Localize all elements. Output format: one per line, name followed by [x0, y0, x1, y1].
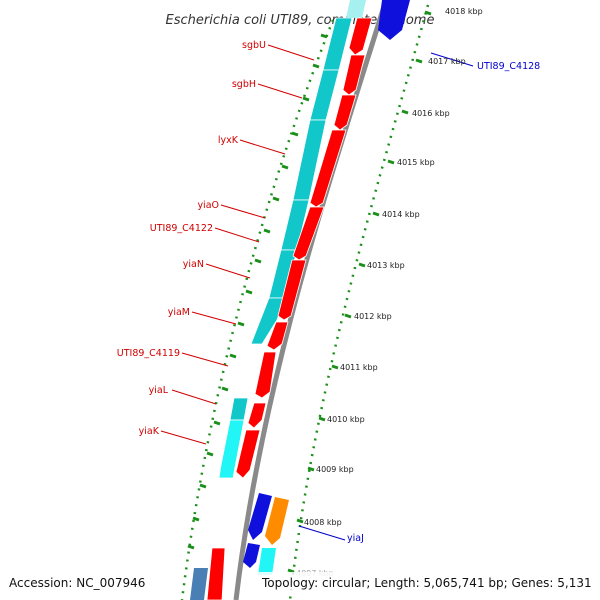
- feature-cyan-top[interactable]: [346, 0, 366, 18]
- footer-backdrop-right: [258, 572, 596, 592]
- gene-label-yiaO[interactable]: yiaO: [197, 200, 219, 211]
- feature-cyan-bottom[interactable]: [258, 548, 276, 575]
- genome-summary-text: Topology: circular; Length: 5,065,741 bp…: [261, 576, 592, 590]
- feature-red-3[interactable]: [333, 94, 357, 131]
- gene-label-UTI89_C4122[interactable]: UTI89_C4122: [150, 223, 213, 234]
- feature-red-1[interactable]: [348, 17, 373, 56]
- genome-backbone: [233, 0, 389, 600]
- kbp-label-4010: 4010 kbp: [327, 415, 365, 424]
- footer-backdrop-left: [4, 572, 152, 592]
- kbp-label-4011: 4011 kbp: [340, 363, 378, 372]
- kbp-label-4013: 4013 kbp: [367, 261, 405, 270]
- feature-blue-lower-2[interactable]: [243, 543, 260, 568]
- feature-yiaL[interactable]: [229, 397, 249, 421]
- left-label-connectors: [160, 44, 315, 445]
- feature-red-7[interactable]: [266, 321, 289, 351]
- left-major-ticks: [187, 33, 328, 550]
- forward-strand-features: [206, 0, 410, 600]
- kbp-label-4014: 4014 kbp: [382, 210, 420, 219]
- feature-red-2[interactable]: [342, 54, 366, 96]
- feature-steelblue[interactable]: [190, 568, 208, 600]
- right-gene-labels: UTI89_C4128 yiaJ: [347, 61, 540, 544]
- gene-label-yiaL[interactable]: yiaL: [149, 385, 169, 396]
- feature-red-10[interactable]: [235, 429, 261, 479]
- reverse-strand-features: [190, 0, 366, 600]
- feature-red-6[interactable]: [277, 259, 307, 321]
- gene-label-yiaJ[interactable]: yiaJ: [347, 533, 364, 544]
- gene-label-sgbH[interactable]: sgbH: [232, 79, 256, 90]
- feature-red-5[interactable]: [292, 206, 325, 261]
- feature-yiaK[interactable]: [218, 419, 245, 479]
- kbp-label-4016: 4016 kbp: [412, 109, 450, 118]
- kbp-label-4009: 4009 kbp: [316, 465, 354, 474]
- kbp-label-4018: 4018 kbp: [445, 7, 483, 16]
- kbp-label-4012: 4012 kbp: [354, 312, 392, 321]
- feature-red-11[interactable]: [206, 547, 226, 600]
- feature-blue-lower-1[interactable]: [248, 493, 272, 540]
- left-gene-labels: sgbU sgbH lyxK yiaO UTI89_C4122 yiaN yia…: [117, 40, 266, 437]
- feature-red-9[interactable]: [247, 402, 267, 429]
- feature-sgbH[interactable]: [309, 69, 340, 121]
- gene-label-yiaM[interactable]: yiaM: [168, 307, 190, 318]
- gene-label-lyxK[interactable]: lyxK: [218, 135, 239, 146]
- feature-orange[interactable]: [265, 497, 289, 545]
- gene-label-sgbU[interactable]: sgbU: [242, 40, 266, 51]
- inner-tick-ring: [180, 19, 335, 600]
- kbp-label-4017: 4017 kbp: [428, 57, 466, 66]
- gene-label-yiaK[interactable]: yiaK: [139, 426, 160, 437]
- gene-label-UTI89_C4128[interactable]: UTI89_C4128: [477, 61, 540, 72]
- kbp-label-4015: 4015 kbp: [397, 158, 435, 167]
- accession-text: Accession: NC_007946: [9, 576, 145, 590]
- right-major-ticks: [287, 10, 432, 574]
- feature-red-8[interactable]: [254, 351, 277, 399]
- feature-blue-top[interactable]: [378, 0, 410, 40]
- kbp-label-4008: 4008 kbp: [304, 518, 342, 527]
- right-label-connectors: [298, 52, 474, 541]
- feature-red-4[interactable]: [309, 129, 347, 208]
- gene-label-yiaN[interactable]: yiaN: [183, 259, 204, 270]
- gene-label-UTI89_C4119[interactable]: UTI89_C4119: [117, 348, 180, 359]
